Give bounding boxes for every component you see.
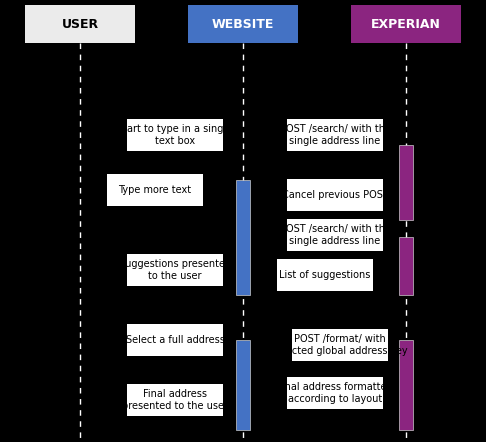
Bar xyxy=(287,179,383,211)
Bar xyxy=(399,340,413,430)
Bar xyxy=(351,5,461,43)
Bar xyxy=(292,329,388,361)
Bar xyxy=(127,384,223,416)
Bar xyxy=(287,119,383,151)
Bar xyxy=(127,254,223,286)
Bar xyxy=(399,237,413,295)
Text: Final address formatted
according to layout: Final address formatted according to lay… xyxy=(277,382,393,404)
Text: Cancel previous POST: Cancel previous POST xyxy=(281,190,388,200)
Bar xyxy=(236,340,250,430)
Bar xyxy=(25,5,135,43)
Bar xyxy=(236,180,250,295)
Text: POST /search/ with the
single address line: POST /search/ with the single address li… xyxy=(279,224,390,246)
Bar xyxy=(127,324,223,356)
Text: Suggestions presented
to the user: Suggestions presented to the user xyxy=(119,259,231,281)
Text: USER: USER xyxy=(61,18,99,30)
Text: Start to type in a single
text box: Start to type in a single text box xyxy=(118,124,233,146)
Bar xyxy=(399,145,413,220)
Text: Final address
presented to the user: Final address presented to the user xyxy=(122,389,228,411)
Bar xyxy=(107,174,203,206)
Text: WEBSITE: WEBSITE xyxy=(212,18,274,30)
Text: EXPERIAN: EXPERIAN xyxy=(371,18,441,30)
Text: Type more text: Type more text xyxy=(119,185,191,195)
Bar xyxy=(287,377,383,409)
Bar xyxy=(277,259,373,291)
Text: POST /format/ with
selected global address key: POST /format/ with selected global addre… xyxy=(272,334,408,356)
Text: POST /search/ with the
single address line: POST /search/ with the single address li… xyxy=(279,124,390,146)
Bar xyxy=(188,5,298,43)
Text: List of suggestions: List of suggestions xyxy=(279,270,371,280)
Bar xyxy=(127,119,223,151)
Bar xyxy=(287,219,383,251)
Text: Select a full address: Select a full address xyxy=(125,335,225,345)
